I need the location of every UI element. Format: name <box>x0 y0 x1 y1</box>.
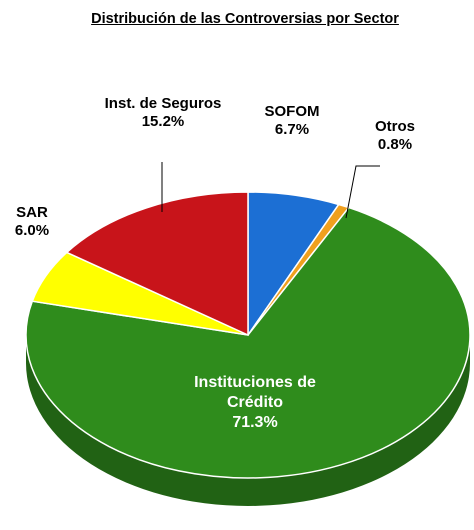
slice-label: SAR 6.0% <box>2 204 62 240</box>
category-name: SOFOM <box>264 103 320 120</box>
slice-side <box>26 335 470 506</box>
category-name: SAR <box>16 204 48 221</box>
slice-label: Inst. de Seguros 15.2% <box>102 95 224 131</box>
category-name: Instituciones de Crédito <box>194 374 316 411</box>
slice-label: Otros 0.8% <box>360 118 430 154</box>
chart-title: Distribución de las Controversias por Se… <box>91 11 399 27</box>
pie <box>25 191 471 506</box>
category-name: Otros <box>374 118 415 135</box>
slice <box>65 191 249 337</box>
category-name: Inst. de Seguros <box>104 95 222 112</box>
value-label: 0.8% <box>377 136 413 153</box>
value-label: 6.0% <box>14 222 50 239</box>
slice-label: Instituciones de Crédito 71.3% <box>180 373 330 433</box>
slice-label: SOFOM 6.7% <box>247 103 337 139</box>
value-label: 71.3% <box>232 414 278 431</box>
leader-line <box>345 165 380 219</box>
slice <box>25 206 471 479</box>
value-label: 15.2% <box>141 113 185 130</box>
value-label: 6.7% <box>274 121 310 138</box>
